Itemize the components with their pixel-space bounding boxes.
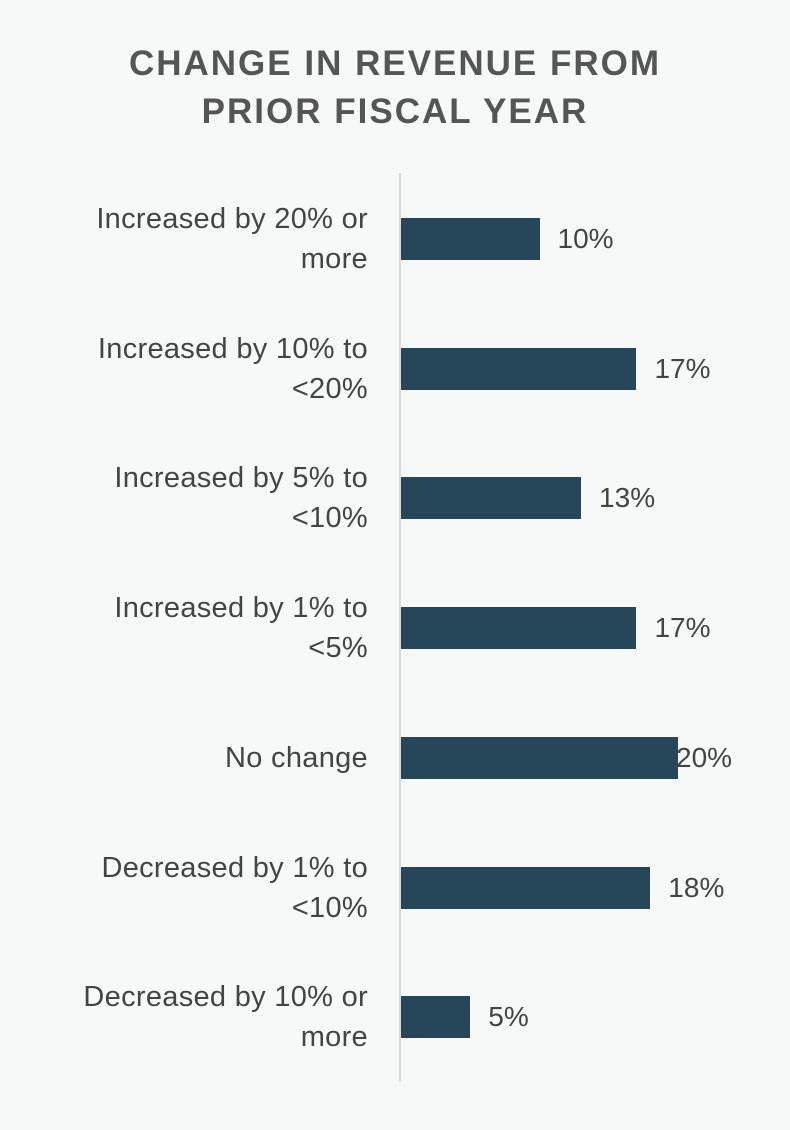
category-label: Decreased by 10% or more	[83, 981, 368, 1054]
chart-title: CHANGE IN REVENUE FROM PRIOR FISCAL YEAR	[128, 44, 662, 131]
category-label: Increased by 20% or more	[96, 203, 368, 275]
category-label: No change	[225, 741, 368, 774]
bar	[401, 218, 540, 260]
category-label: Increased by 5% to <10%	[114, 462, 368, 535]
value-label: 10%	[557, 223, 614, 254]
category-label: Increased by 10% to <20%	[97, 332, 368, 405]
value-label: 20%	[676, 741, 733, 773]
axis-line	[399, 173, 401, 1082]
category-label: Increased by 1% to <5%	[114, 592, 368, 665]
category-label: Decreased by 1% to <10%	[101, 851, 368, 924]
bar	[401, 347, 637, 390]
value-label: 17%	[654, 352, 711, 384]
value-label: 13%	[599, 482, 656, 514]
value-label: 18%	[668, 871, 725, 903]
bar	[401, 996, 471, 1039]
bar	[401, 607, 637, 650]
bar	[401, 477, 582, 520]
value-label: 17%	[654, 612, 711, 644]
bar	[401, 736, 678, 779]
value-label: 5%	[488, 1001, 529, 1033]
bar	[401, 866, 651, 909]
